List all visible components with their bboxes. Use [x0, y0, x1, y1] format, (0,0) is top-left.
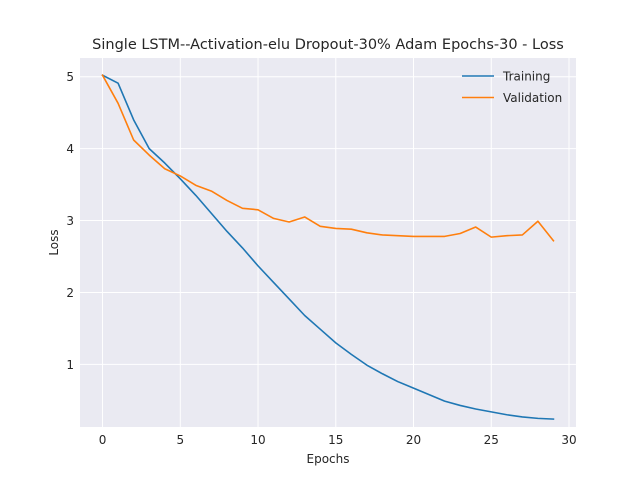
series-line-training	[101, 74, 555, 420]
x-tick-label: 15	[328, 433, 343, 447]
legend: Training Validation	[462, 70, 562, 105]
tick-labels: 0 5 10 15 20 25 30 1 2 3 4 5	[66, 70, 576, 447]
series-line-validation	[101, 74, 555, 242]
grid-lines	[80, 58, 576, 427]
chart-title: Single LSTM--Activation-elu Dropout-30% …	[92, 37, 564, 53]
legend-label-training: Training	[502, 70, 550, 84]
series-layer	[101, 74, 555, 420]
legend-label-validation: Validation	[503, 91, 562, 105]
y-tick-label: 5	[66, 70, 74, 84]
y-tick-label: 3	[66, 214, 74, 228]
x-tick-label: 20	[406, 433, 421, 447]
y-tick-label: 4	[66, 142, 74, 156]
x-tick-label: 5	[176, 433, 184, 447]
x-axis-label: Epochs	[307, 452, 350, 466]
plot-area	[80, 58, 576, 427]
x-tick-label: 10	[250, 433, 265, 447]
y-tick-label: 2	[66, 286, 74, 300]
y-tick-label: 1	[66, 358, 74, 372]
y-axis-label: Loss	[47, 229, 61, 255]
x-tick-label: 30	[561, 433, 576, 447]
x-tick-label: 0	[99, 433, 107, 447]
x-tick-label: 25	[484, 433, 499, 447]
